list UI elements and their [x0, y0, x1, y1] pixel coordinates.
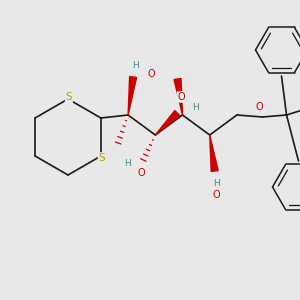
Text: O: O: [137, 168, 145, 178]
Text: H: H: [124, 158, 131, 167]
Text: O: O: [147, 69, 155, 79]
Text: H: H: [192, 103, 199, 112]
Text: H: H: [132, 61, 139, 70]
Polygon shape: [128, 76, 136, 115]
Polygon shape: [174, 79, 182, 115]
Text: O: O: [256, 102, 263, 112]
Text: S: S: [99, 153, 105, 163]
Polygon shape: [155, 110, 180, 135]
Polygon shape: [210, 135, 218, 172]
Text: O: O: [213, 190, 220, 200]
Text: O: O: [178, 92, 185, 102]
Text: S: S: [66, 92, 72, 102]
Text: H: H: [213, 178, 220, 188]
